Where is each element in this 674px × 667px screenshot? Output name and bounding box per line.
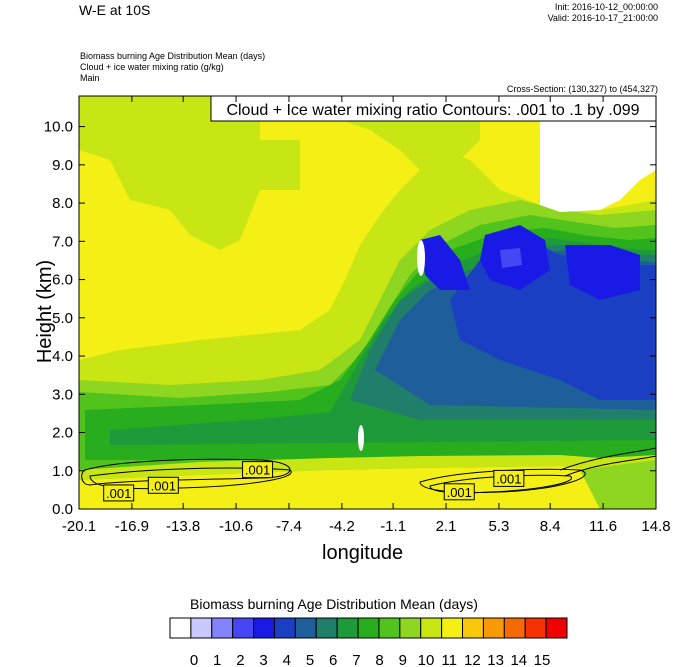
x-tick-label: -7.4 xyxy=(276,518,302,535)
contour-label: .001 xyxy=(447,485,472,500)
colorbar-label: 15 xyxy=(534,652,551,667)
y-tick-label: 3.0 xyxy=(52,386,73,403)
missing-region-top-right xyxy=(540,96,656,212)
field-region-violet xyxy=(500,248,522,268)
colorbar-swatch xyxy=(294,617,317,639)
contour-label-box xyxy=(147,476,179,494)
colorbar-label: 14 xyxy=(510,652,527,667)
colorbar-label: 2 xyxy=(236,652,244,667)
colorbar-label: 5 xyxy=(306,652,314,667)
x-tick-label: 5.3 xyxy=(489,518,510,535)
y-tick-label: 10.0 xyxy=(44,119,73,136)
missing-region-spike xyxy=(417,240,425,276)
colorbar-label: 9 xyxy=(399,652,407,667)
contour-label: .001 xyxy=(106,486,131,501)
cross-section-label: Cross-Section: (130,327) to (454,327) xyxy=(506,84,658,94)
colorbar-label: 1 xyxy=(213,652,221,667)
x-axis-label: longitude xyxy=(322,542,404,564)
colorbar-title: Biomass burning Age Distribution Mean (d… xyxy=(190,596,478,612)
x-tick-label: -4.2 xyxy=(329,518,355,535)
colorbar-label: 12 xyxy=(464,652,481,667)
contour-label-box xyxy=(443,483,475,501)
x-tick-label: 11.6 xyxy=(589,518,617,535)
x-tick-label: -1.1 xyxy=(380,518,406,535)
y-axis-label: Height (km) xyxy=(34,259,57,364)
colorbar-swatch xyxy=(441,617,464,639)
y-axis: 0.0 1.0 2.0 3.0 4.0 5.0 6.0 7.0 8.0 9.0 10.0 xyxy=(44,119,656,518)
y-tick-label: 6.0 xyxy=(52,272,73,289)
colorbar-swatch xyxy=(545,617,568,639)
colorbar-swatch xyxy=(524,617,547,639)
contour-line xyxy=(564,455,656,477)
x-tick-label: -13.8 xyxy=(166,518,200,535)
y-tick-label: 7.0 xyxy=(52,233,73,250)
colorbar-swatch xyxy=(357,617,380,639)
colorbar-swatch xyxy=(315,617,338,639)
x-tick-label: 2.1 xyxy=(436,518,457,535)
field-label-main: Main xyxy=(80,73,100,83)
y-tick-label: 1.0 xyxy=(52,463,73,480)
colorbar-swatch xyxy=(169,617,192,639)
colorbar-label: 7 xyxy=(352,652,360,667)
contour-label-box xyxy=(493,469,525,487)
field-label-cloud: Cloud + ice water mixing ratio (g/kg) xyxy=(80,62,224,72)
colorbar-swatch xyxy=(378,617,401,639)
field-region-surface-green xyxy=(79,455,656,480)
colorbar-swatch xyxy=(462,617,484,639)
y-tick-label: 5.0 xyxy=(52,310,73,327)
contour-info-text: Cloud + Ice water mixing ratio Contours:… xyxy=(226,102,639,119)
colorbar-label: 13 xyxy=(487,652,504,667)
missing-region-small xyxy=(358,425,364,451)
field-region-bright-blue-3 xyxy=(565,245,640,300)
colorbar-swatch xyxy=(336,617,359,639)
y-tick-label: 9.0 xyxy=(52,157,73,174)
field-region-green-upper xyxy=(79,96,300,250)
init-time: Init: 2016-10-12_00:00:00 xyxy=(554,2,658,12)
field-label-biomass: Biomass burning Age Distribution Mean (d… xyxy=(80,51,266,61)
contour-label: .001 xyxy=(496,471,521,486)
contour-label-box xyxy=(103,484,135,502)
field-region-bright-blue xyxy=(420,235,470,290)
colorbar-swatch xyxy=(503,617,526,639)
colorbar-label: 6 xyxy=(329,652,337,667)
colorbar-label: 0 xyxy=(190,652,198,667)
x-tick-label: -10.6 xyxy=(219,518,253,535)
contour-label: .001 xyxy=(245,463,270,478)
colorbar-label: 4 xyxy=(283,652,291,667)
plot-title: W-E at 10S xyxy=(79,2,151,18)
field-region-surface-right xyxy=(580,460,656,509)
contour-labels: .001 .001 .001 .001 .001 xyxy=(103,461,525,502)
colorbar-label: 11 xyxy=(441,652,457,667)
colorbar-swatch xyxy=(232,617,255,639)
y-tick-label: 2.0 xyxy=(52,425,73,442)
colorbar: 0 1 2 3 4 5 6 7 8 9 10 11 12 13 14 15 xyxy=(169,617,568,667)
colorbar-swatch xyxy=(399,617,422,639)
contour-line xyxy=(559,447,656,471)
colorbar-label: 3 xyxy=(259,652,267,667)
colorbar-swatch xyxy=(273,617,296,639)
y-tick-label: 0.0 xyxy=(52,501,73,518)
colorbar-swatch xyxy=(190,617,213,639)
x-tick-label: 8.4 xyxy=(540,518,561,535)
colorbar-swatch xyxy=(253,617,275,639)
colorbar-label: 10 xyxy=(418,652,435,667)
colorbar-label: 8 xyxy=(375,652,383,667)
x-tick-label: 14.8 xyxy=(641,518,670,535)
contour-label-box xyxy=(242,461,274,479)
colorbar-swatch xyxy=(482,617,505,639)
x-tick-label: -16.9 xyxy=(115,518,149,535)
y-tick-label: 8.0 xyxy=(52,195,73,212)
colorbar-swatch xyxy=(211,617,234,639)
y-tick-label: 4.0 xyxy=(52,348,73,365)
colorbar-swatch xyxy=(420,617,443,639)
contour-label: .001 xyxy=(151,478,176,493)
heatmap-field: .001 .001 .001 .001 .001 xyxy=(79,96,656,509)
valid-time: Valid: 2016-10-17_21:00:00 xyxy=(547,13,658,23)
contour-info-box xyxy=(210,95,657,122)
x-axis: -20.1 -16.9 -13.8 -10.6 -7.4 -4.2 -1.1 2.1 5.3 8.… xyxy=(62,96,671,535)
x-tick-label: -20.1 xyxy=(62,518,96,535)
